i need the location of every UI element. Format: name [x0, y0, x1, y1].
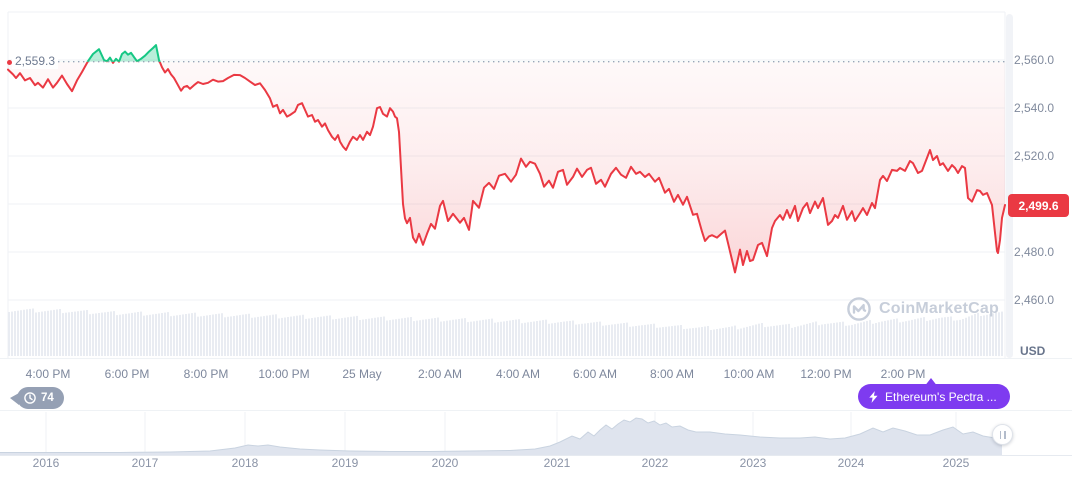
open-price-label: 2,559.3: [12, 54, 59, 69]
year-tick-label: 2017: [131, 456, 159, 470]
price-tick-label: 2,560.0: [1014, 53, 1055, 67]
year-tick-label: 2022: [641, 456, 669, 470]
time-tick-label: 4:00 PM: [25, 367, 71, 381]
clock-icon: [24, 392, 36, 404]
price-tick-label: 2,460.0: [1014, 293, 1055, 307]
time-tick-label: 4:00 AM: [495, 367, 541, 381]
year-tick-label: 2019: [331, 456, 359, 470]
time-tick-label: 8:00 AM: [649, 367, 695, 381]
time-tick-label: 25 May: [342, 367, 382, 381]
currency-label: USD: [1020, 344, 1046, 358]
lightning-icon: [869, 390, 878, 403]
year-tick-label: 2018: [231, 456, 259, 470]
open-price-marker: [7, 60, 12, 65]
time-tick-label: 10:00 PM: [258, 367, 310, 381]
price-axis-scrollbar[interactable]: [1006, 14, 1013, 358]
year-tick-label: 2021: [543, 456, 571, 470]
time-tick-label: 12:00 PM: [800, 367, 852, 381]
year-tick-label: 2020: [431, 456, 459, 470]
price-tick-label: 2,540.0: [1014, 101, 1055, 115]
price-tick-label: 2,520.0: [1014, 149, 1055, 163]
time-tick-label: 6:00 AM: [572, 367, 618, 381]
event-badge-ethereum-pectra[interactable]: Ethereum's Pectra ...: [858, 384, 1010, 409]
time-tick-label: 2:00 AM: [417, 367, 463, 381]
current-price-badge: 2,499.6: [1008, 194, 1069, 217]
time-tick-label: 10:00 AM: [723, 367, 775, 381]
timeline-minimap[interactable]: [0, 410, 1072, 456]
event-label: Ethereum's Pectra ...: [885, 389, 997, 404]
price-tick-label: 2,480.0: [1014, 245, 1055, 259]
events-history-badge[interactable]: 74: [10, 387, 64, 409]
history-count: 74: [41, 392, 54, 404]
history-badge-tip: [10, 393, 19, 405]
year-tick-label: 2024: [837, 456, 865, 470]
price-chart-canvas[interactable]: [0, 0, 1072, 362]
year-tick-label: 2016: [32, 456, 60, 470]
time-tick-label: 2:00 PM: [880, 367, 926, 381]
time-tick-label: 8:00 PM: [183, 367, 229, 381]
current-price-value: 2,499.6: [1018, 198, 1059, 213]
time-tick-label: 6:00 PM: [104, 367, 150, 381]
event-badge-pointer: [924, 378, 938, 387]
year-tick-label: 2025: [942, 456, 970, 470]
timeline-range-handle[interactable]: [992, 424, 1013, 445]
year-tick-label: 2023: [739, 456, 767, 470]
timeline-years: 2016 2017 2018 2019 2020 2021 2022 2023 2024 2025: [0, 456, 1072, 472]
time-axis[interactable]: 4:00 PM 6:00 PM 8:00 PM 10:00 PM 25 May 2:00 …: [0, 362, 1072, 384]
